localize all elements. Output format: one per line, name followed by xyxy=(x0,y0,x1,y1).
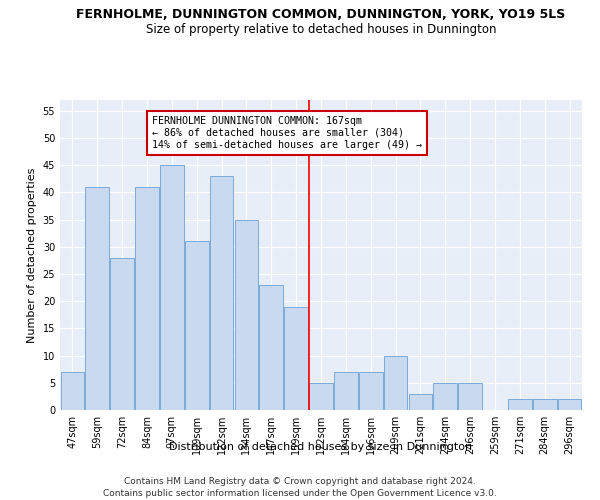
Bar xyxy=(85,187,109,410)
Bar xyxy=(558,399,581,410)
Bar xyxy=(135,187,159,410)
Bar xyxy=(284,306,308,410)
Bar xyxy=(458,383,482,410)
Bar xyxy=(110,258,134,410)
Text: FERNHOLME DUNNINGTON COMMON: 167sqm
← 86% of detached houses are smaller (304)
1: FERNHOLME DUNNINGTON COMMON: 167sqm ← 86… xyxy=(152,116,422,150)
Bar xyxy=(409,394,432,410)
Text: Size of property relative to detached houses in Dunnington: Size of property relative to detached ho… xyxy=(146,22,496,36)
Bar xyxy=(359,372,383,410)
Y-axis label: Number of detached properties: Number of detached properties xyxy=(27,168,37,342)
Text: Distribution of detached houses by size in Dunnington: Distribution of detached houses by size … xyxy=(169,442,473,452)
Bar xyxy=(235,220,258,410)
Bar xyxy=(259,285,283,410)
Bar xyxy=(433,383,457,410)
Bar xyxy=(210,176,233,410)
Bar xyxy=(508,399,532,410)
Bar xyxy=(533,399,557,410)
Bar xyxy=(185,242,209,410)
Bar xyxy=(61,372,84,410)
Bar xyxy=(160,166,184,410)
Bar xyxy=(309,383,333,410)
Text: FERNHOLME, DUNNINGTON COMMON, DUNNINGTON, YORK, YO19 5LS: FERNHOLME, DUNNINGTON COMMON, DUNNINGTON… xyxy=(76,8,566,20)
Text: Contains HM Land Registry data © Crown copyright and database right 2024.: Contains HM Land Registry data © Crown c… xyxy=(124,478,476,486)
Bar xyxy=(334,372,358,410)
Text: Contains public sector information licensed under the Open Government Licence v3: Contains public sector information licen… xyxy=(103,489,497,498)
Bar xyxy=(384,356,407,410)
